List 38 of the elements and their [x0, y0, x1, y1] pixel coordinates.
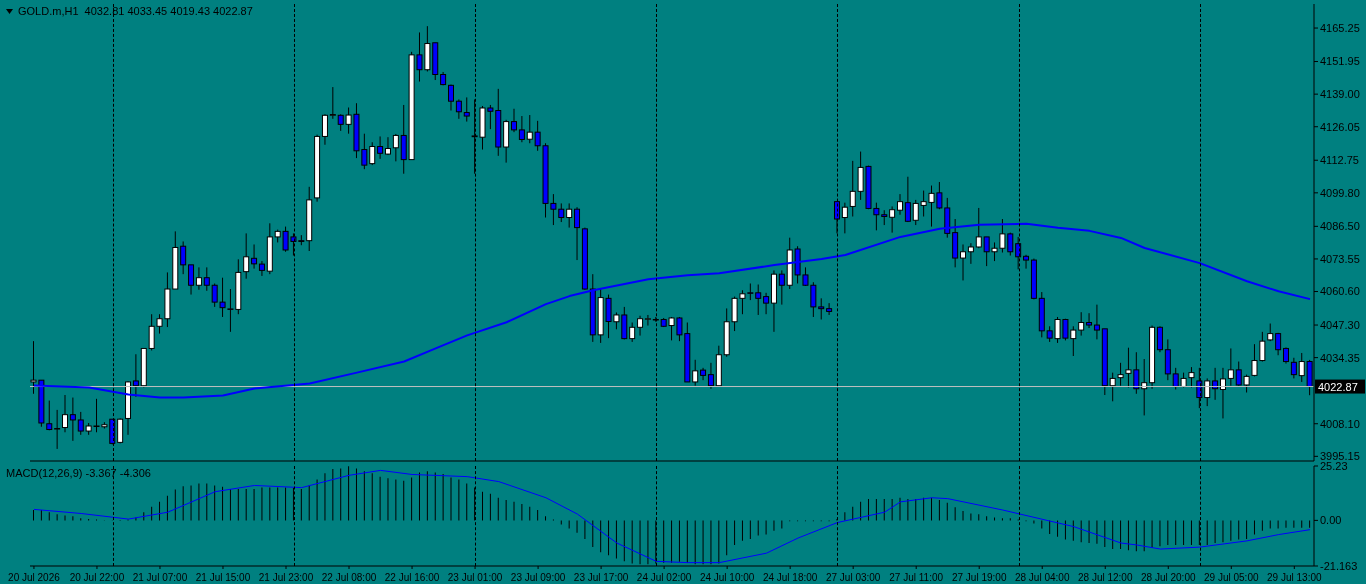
- x-tick-label: 27 Jul 19:00: [951, 572, 1007, 583]
- x-tick-label: 20 Jul 22:00: [69, 572, 125, 583]
- x-tick-label: 20 Jul 2026: [8, 572, 61, 583]
- x-tick-label: 23 Jul 09:00: [510, 572, 566, 583]
- y-tick-label: 4165.25: [1320, 21, 1360, 34]
- x-tick-label: 23 Jul 01:00: [447, 572, 503, 583]
- y-tick-label: 4112.75: [1320, 154, 1359, 167]
- ref-line-label: 4022.87: [1318, 380, 1358, 393]
- y-tick-label: 4060.60: [1320, 285, 1360, 298]
- y-tick-label: 4008.10: [1320, 417, 1360, 430]
- x-tick-label: 27 Jul 11:00: [889, 572, 944, 583]
- y-tick-label: 4086.50: [1320, 220, 1360, 233]
- x-tick-label: 21 Jul 15:00: [195, 572, 251, 583]
- y-tick-label: 4073.55: [1320, 252, 1360, 265]
- x-tick-label: 28 Jul 04:00: [1014, 572, 1070, 583]
- y-tick-label: -21.163: [1320, 559, 1358, 572]
- x-tick-label: 24 Jul 02:00: [636, 572, 692, 583]
- x-tick-label: 23 Jul 17:00: [573, 572, 629, 583]
- x-tick-label: 24 Jul 10:00: [699, 572, 755, 583]
- y-tick-label: 4126.05: [1320, 120, 1360, 133]
- x-tick-label: 29 Jul 05:00: [1204, 572, 1259, 583]
- x-tick-label: 24 Jul 18:00: [762, 572, 818, 583]
- x-tick-label: 28 Jul 12:00: [1078, 572, 1133, 583]
- x-tick-label: 22 Jul 08:00: [321, 572, 377, 583]
- chart-title: GOLD.m,H1 4032.81 4033.45 4019.43 4022.87: [18, 5, 253, 17]
- x-tick-label: 22 Jul 16:00: [384, 572, 440, 583]
- x-tick-label: 29 Jul 13:00: [1267, 572, 1322, 583]
- chart-title: MACD(12,26,9) -3.367 -4.306: [6, 467, 151, 479]
- y-tick-label: 4047.30: [1320, 318, 1360, 331]
- x-tick-label: 28 Jul 20:00: [1141, 572, 1196, 583]
- y-tick-label: 0.00: [1320, 514, 1342, 527]
- y-tick-label: 4034.35: [1320, 351, 1360, 364]
- x-tick-label: 27 Jul 03:00: [825, 572, 881, 583]
- y-tick-label: 4139.00: [1320, 88, 1360, 101]
- y-tick-label: 4151.95: [1320, 55, 1360, 68]
- x-tick-label: 21 Jul 07:00: [132, 572, 188, 583]
- y-tick-label: 4099.80: [1320, 186, 1360, 199]
- x-tick-label: 21 Jul 23:00: [258, 572, 314, 583]
